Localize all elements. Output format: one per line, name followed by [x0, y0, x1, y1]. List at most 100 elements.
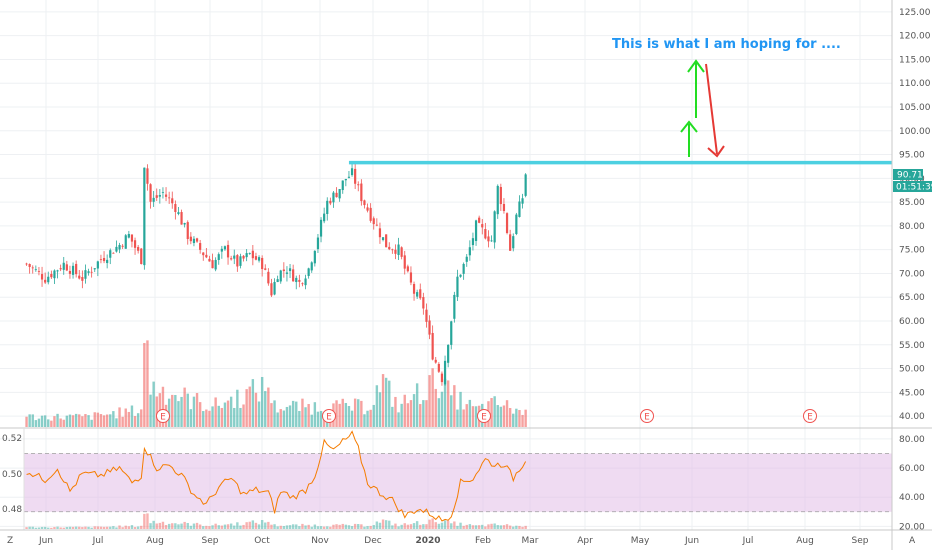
volume-bar: [468, 399, 472, 427]
volume-bar: [260, 376, 264, 427]
time-tick-label: Dec: [364, 536, 381, 546]
volume-bar: [81, 416, 84, 427]
volume-bar: [87, 415, 90, 427]
candle-body: [319, 219, 323, 237]
osc-volume-bar: [205, 525, 208, 529]
osc-tick-label: 40.00: [899, 493, 925, 503]
candle-body: [251, 250, 254, 259]
price-tick-label: 120.00: [899, 32, 931, 42]
candle-body: [96, 261, 99, 269]
earnings-marker[interactable]: E: [803, 409, 817, 423]
volume-bar: [180, 396, 183, 427]
candle-body: [171, 198, 174, 204]
volume-bar: [428, 375, 431, 427]
time-tick-label: Jun: [684, 536, 699, 546]
earnings-marker[interactable]: E: [477, 409, 491, 423]
volume-bar: [211, 406, 214, 427]
candle-body: [416, 292, 419, 297]
volume-bar: [412, 394, 416, 427]
earnings-marker[interactable]: E: [640, 409, 654, 423]
volume-bar: [205, 409, 208, 427]
osc-volume-bar: [115, 527, 118, 529]
candle-body: [164, 194, 168, 197]
candle-body: [450, 321, 453, 345]
volume-bar: [267, 387, 270, 427]
osc-volume-bar: [133, 527, 137, 529]
candle-body: [388, 246, 391, 250]
volume-bar: [233, 407, 236, 427]
candle-body: [121, 245, 124, 247]
osc-volume-bar: [459, 522, 462, 529]
time-tick-label: Jul: [92, 536, 104, 546]
volume-bar: [115, 418, 118, 427]
volume-bar: [307, 404, 310, 427]
time-tick-label: Apr: [577, 536, 593, 546]
volume-bar: [50, 420, 53, 427]
chart-annotation[interactable]: This is what I am hoping for ....: [612, 37, 841, 52]
volume-bar: [403, 394, 406, 427]
candle-body: [375, 224, 378, 226]
candle-body: [140, 248, 143, 265]
volume-bar: [109, 414, 112, 427]
osc-volume-bar: [335, 524, 338, 529]
osc-volume-bar: [397, 526, 400, 529]
osc-volume-bar: [477, 525, 481, 529]
osc-volume-bar: [208, 526, 211, 529]
time-tick-label: Mar: [522, 536, 539, 546]
osc-volume-bar: [301, 523, 304, 529]
price-tick-label: 110.00: [899, 79, 931, 89]
time-axis-labels: Jun Jul Aug Sep Oct Nov Dec 2020 Feb Mar Apr May Jun…: [38, 536, 869, 546]
osc-volume-bar: [298, 526, 301, 529]
osc-volume-bar: [127, 526, 131, 529]
candle-body: [310, 262, 313, 271]
candle-body: [115, 246, 118, 252]
time-tick-label: Nov: [311, 536, 329, 546]
candle-body: [279, 270, 282, 282]
bottom-left-label[interactable]: Z: [7, 536, 13, 546]
candle-body: [307, 268, 310, 276]
candle-body: [323, 213, 326, 222]
volume-bar: [152, 381, 155, 427]
osc-volume-bar: [409, 524, 413, 529]
earnings-marker[interactable]: E: [156, 409, 170, 423]
volume-bar: [512, 413, 515, 427]
osc-volume-bar: [313, 524, 317, 529]
osc-volume-bar: [78, 526, 81, 529]
candle-body: [149, 184, 152, 202]
volume-bar: [357, 399, 360, 427]
time-tick-label: Sep: [852, 536, 869, 546]
osc-volume-bar: [338, 524, 341, 529]
candle-body: [137, 247, 140, 251]
volume-bar: [105, 414, 109, 427]
volume-bar: [372, 404, 375, 427]
osc-volume-bar: [56, 526, 59, 529]
arrow-down[interactable]: [705, 63, 725, 158]
earnings-marker-label: E: [644, 413, 650, 423]
volume-bar: [84, 414, 87, 427]
price-tick-label: 115.00: [899, 55, 931, 65]
price-tick-label: 95.00: [899, 151, 925, 161]
earnings-marker[interactable]: E: [322, 409, 336, 423]
candle-body: [301, 283, 304, 285]
candle-body: [127, 233, 130, 238]
candle-body: [288, 268, 292, 272]
bottom-right-label[interactable]: A: [909, 536, 916, 546]
arrow-up-large[interactable]: [687, 59, 705, 118]
osc-volume-bar: [226, 524, 230, 529]
volume-bar: [363, 414, 366, 427]
volume-bar: [257, 401, 261, 427]
volume-bar: [124, 408, 127, 427]
candle-body: [177, 212, 180, 214]
volume-bar: [378, 392, 382, 427]
candle-body: [447, 344, 450, 363]
candle-body: [168, 197, 171, 199]
osc-volume-bar: [366, 526, 369, 529]
osc-volume-bar: [164, 525, 168, 529]
osc-volume-bar: [499, 525, 503, 529]
volume-bar: [118, 407, 121, 427]
left-scale-label: 0.52: [2, 434, 22, 444]
candle-body: [102, 258, 106, 262]
arrow-up-small[interactable]: [680, 120, 698, 157]
candle-body: [47, 276, 50, 283]
volume-bar: [279, 409, 282, 427]
